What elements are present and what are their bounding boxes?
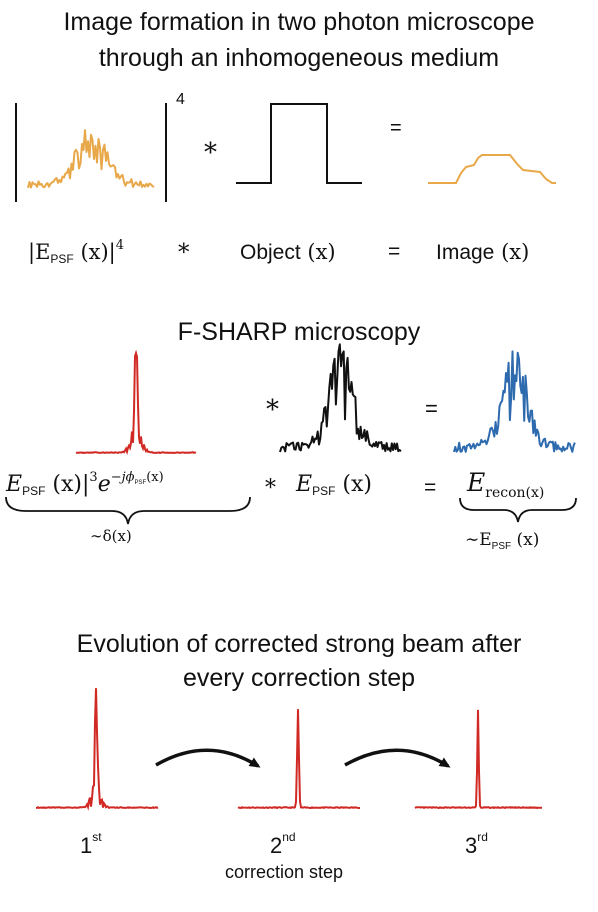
eq1-convolution: * [178, 240, 190, 266]
eq2-left: EPSF (x)|3e−jϕPSF(x) [6, 470, 164, 498]
convolution-symbol-2: * [266, 395, 279, 425]
underbrace-right [459, 497, 577, 523]
arrow-step2-to-step3 [344, 748, 451, 768]
step1-curve [36, 688, 159, 811]
eq2-middle: EPSF (x) [296, 472, 372, 498]
power-four-label: 4 [176, 91, 185, 108]
psf-orange-curve [27, 129, 155, 189]
eq2-equals: = [424, 476, 437, 499]
object-box-curve [236, 103, 362, 184]
equals-symbol-1: = [390, 117, 402, 139]
step3-curve [414, 709, 543, 810]
psf-red-curve [75, 349, 197, 456]
step1-label: 1st [80, 830, 102, 858]
section3-title-line1: Evolution of corrected strong beam after [76, 630, 522, 658]
psf-black-curve [279, 343, 402, 453]
eq1-image: Image (x) [436, 240, 530, 264]
underbrace-left [5, 496, 251, 525]
equals-symbol-2: = [425, 396, 438, 421]
correction-step-caption: correction step [225, 862, 344, 882]
step2-label: 2nd [270, 830, 296, 858]
section1-title-line1: Image formation in two photon microscope [63, 8, 535, 36]
brace-left-label: ∼δ(x) [90, 527, 132, 545]
image-orange-curve [428, 154, 556, 184]
eq1-object: Object (x) [240, 240, 336, 264]
section3-title-line2: every correction step [182, 664, 416, 692]
convolution-symbol-1: * [204, 138, 217, 168]
brace-right-label: ∼EPSF (x) [465, 530, 540, 552]
eq2-right: Erecon(x) [467, 468, 545, 501]
step3-label: 3rd [465, 830, 488, 858]
section2-title: F-SHARP microscopy [177, 318, 421, 346]
eq2-convolution: * [265, 476, 276, 501]
section1-title-line2: through an inhomogeneous medium [98, 44, 500, 72]
step2-curve [237, 709, 360, 810]
eq1-lhs: |EPSF (x)|4 [28, 238, 125, 266]
arrow-step1-to-step2 [155, 748, 261, 768]
eq1-equals: = [388, 240, 401, 263]
psf-blue-curve [453, 350, 576, 453]
